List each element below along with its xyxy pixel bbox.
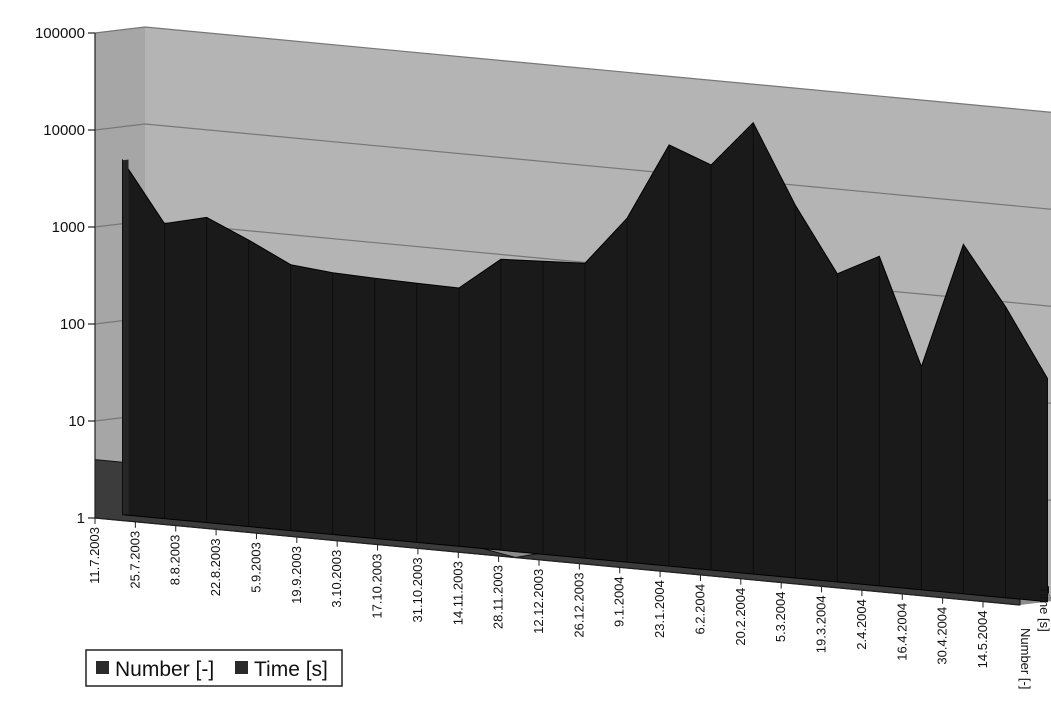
x-tick-label: 28.11.2003 [491,565,506,629]
x-tick-label: 17.10.2003 [370,554,385,619]
depth-label: Number [-] [1018,628,1033,689]
legend-swatch-number [96,661,109,674]
gridline [94,26,1051,113]
x-tick-label: 5.3.2004 [773,592,788,643]
x-tick-label: 14.11.2003 [450,561,465,625]
x-tick-label: 3.10.2003 [329,550,344,608]
depth-axis: Time [s] Number [-] [1018,586,1051,689]
area-time-edge [122,159,129,515]
y-tick-label: 1000 [52,219,85,236]
legend: Number [-] Time [s] [85,649,343,687]
legend-box [85,649,343,687]
y-tick-label: 10000 [43,122,85,139]
x-tick-label: 11.7.2003 [87,527,102,584]
legend-label-number: Number [-] [115,658,214,681]
x-tick-label: 31.10.2003 [410,557,425,622]
x-tick-label: 20.2.2004 [733,588,748,646]
depth-label: Time [s] [1037,586,1051,632]
y-tick-label: 100000 [35,25,85,42]
x-tick-label: 5.9.2003 [248,542,263,593]
x-tick-label: 9.1.2004 [612,576,627,627]
x-tick-label: 25.7.2003 [127,531,142,589]
x-axis-line [94,517,1021,606]
x-tick-label: 6.2.2004 [692,584,707,635]
y-tick-label: 100 [60,316,85,333]
x-tick-label: 14.5.2004 [975,611,990,669]
x-axis: 11.7.2003 25.7.2003 8.8.2003 22.8.2003 5.9.2… [87,517,1021,669]
x-tick-label: 23.1.2004 [652,580,667,638]
legend-label-time: Time [s] [254,658,328,681]
x-tick-label: 26.12.2003 [571,573,586,638]
y-tick-label: 10 [68,413,85,430]
x-tick-label: 22.8.2003 [208,538,223,596]
legend-swatch-time [235,661,248,674]
x-tick-label: 19.3.2004 [814,595,829,653]
x-tick-label: 19.9.2003 [289,546,304,604]
x-tick-label: 2.4.2004 [854,599,869,650]
x-tick-label: 16.4.2004 [894,603,909,661]
series-time [122,121,1048,603]
x-tick-label: 30.4.2004 [935,607,950,665]
x-tick-label: 12.12.2003 [531,569,546,634]
y-tick-label: 1 [77,510,85,527]
x-tick-label: 8.8.2003 [168,535,183,586]
y-axis: 1 10 100 1000 10000 100000 [35,25,96,527]
